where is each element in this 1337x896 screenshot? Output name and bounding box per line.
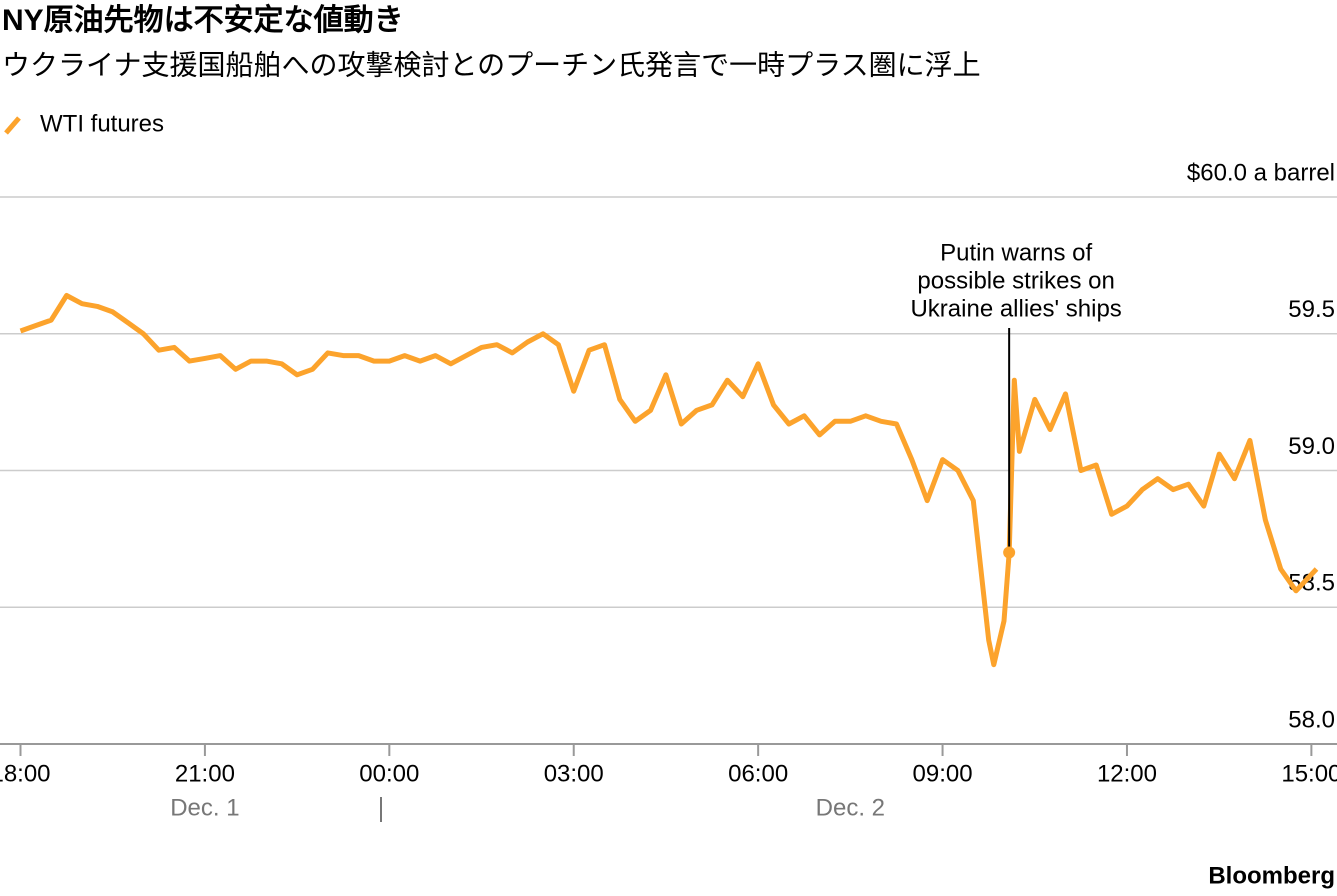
- x-tick-label: 06:00: [728, 760, 788, 787]
- legend-label: WTI futures: [40, 110, 164, 137]
- annotation-text: Putin warns of: [940, 239, 1092, 266]
- series-line: [19, 293, 1319, 668]
- x-tick-label: 15:00: [1281, 760, 1337, 787]
- chart-title: NY原油先物は不安定な値動き: [2, 3, 404, 37]
- x-tick-label: 18:00: [0, 760, 51, 787]
- x-tick-label: 12:00: [1097, 760, 1157, 787]
- annotation-text: Ukraine allies' ships: [910, 295, 1121, 322]
- x-tick-label: 09:00: [913, 760, 973, 787]
- y-tick-label: 58.0: [1288, 706, 1335, 733]
- date-label: Dec. 2: [816, 794, 885, 821]
- legend-swatch: [4, 116, 21, 135]
- annotation-marker: [1003, 546, 1016, 559]
- date-label: Dec. 1: [170, 794, 239, 821]
- annotation-text: possible strikes on: [917, 267, 1114, 294]
- x-tick-label: 00:00: [359, 760, 419, 787]
- x-tick-label: 21:00: [175, 760, 235, 787]
- y-tick-label: $60.0 a barrel: [1187, 159, 1335, 186]
- y-tick-label: 59.5: [1288, 296, 1335, 323]
- y-tick-label: 59.0: [1288, 433, 1335, 460]
- chart-subtitle: ウクライナ支援国船舶への攻撃検討とのプーチン氏発言で一時プラス圏に浮上: [2, 49, 981, 80]
- x-tick-label: 03:00: [544, 760, 604, 787]
- source: Bloomberg: [1208, 862, 1335, 889]
